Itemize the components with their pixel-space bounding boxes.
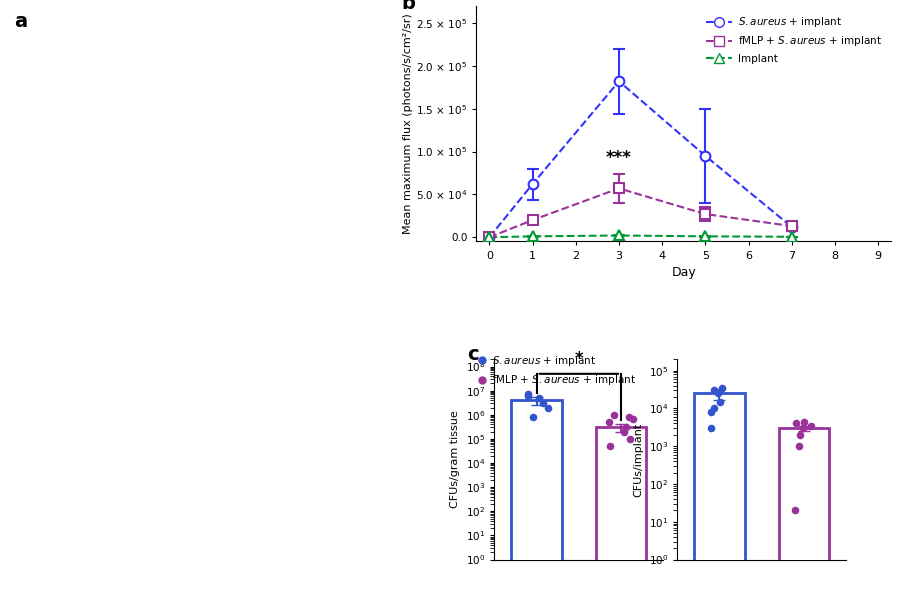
Text: a: a xyxy=(14,12,27,31)
Point xyxy=(623,434,637,444)
Point xyxy=(710,389,724,398)
Point xyxy=(788,506,802,515)
Point xyxy=(789,419,804,428)
Bar xyxy=(596,428,646,589)
Point xyxy=(603,442,617,451)
Point xyxy=(616,427,631,436)
Point xyxy=(626,414,640,423)
Point xyxy=(526,412,541,422)
Point xyxy=(716,383,730,393)
Point xyxy=(602,418,616,427)
Point xyxy=(521,390,535,399)
Text: b: b xyxy=(401,0,416,13)
Point xyxy=(619,423,634,432)
Legend: $S. aureus$ + implant, fMLP + $S. aureus$ + implant, Implant: $S. aureus$ + implant, fMLP + $S. aureus… xyxy=(702,11,886,68)
Point xyxy=(804,421,818,431)
X-axis label: Day: Day xyxy=(671,266,696,279)
Point xyxy=(713,397,727,406)
Legend: $S. aureus$ + implant, fMLP + $S. aureus$ + implant: $S. aureus$ + implant, fMLP + $S. aureus… xyxy=(472,350,641,391)
Point xyxy=(707,386,722,395)
Point xyxy=(622,412,636,422)
Point xyxy=(793,430,807,439)
Bar xyxy=(778,428,829,589)
Point xyxy=(797,417,812,426)
Y-axis label: CFUs/implant: CFUs/implant xyxy=(634,422,643,497)
Bar xyxy=(694,393,745,589)
Text: ***: *** xyxy=(606,149,632,167)
Point xyxy=(536,399,550,408)
Point xyxy=(704,423,718,433)
Point xyxy=(704,408,718,417)
Point xyxy=(791,442,806,451)
Point xyxy=(796,423,810,433)
Text: *: * xyxy=(574,350,583,368)
Text: c: c xyxy=(467,345,479,363)
Bar xyxy=(511,401,562,589)
Y-axis label: CFUs/gram tissue: CFUs/gram tissue xyxy=(450,411,461,508)
Point xyxy=(707,403,722,413)
Y-axis label: Mean maximum flux (photons/s/cm²/sr): Mean maximum flux (photons/s/cm²/sr) xyxy=(403,14,413,234)
Point xyxy=(541,403,555,412)
Point xyxy=(607,410,621,419)
Point xyxy=(521,391,535,401)
Point xyxy=(532,393,546,403)
